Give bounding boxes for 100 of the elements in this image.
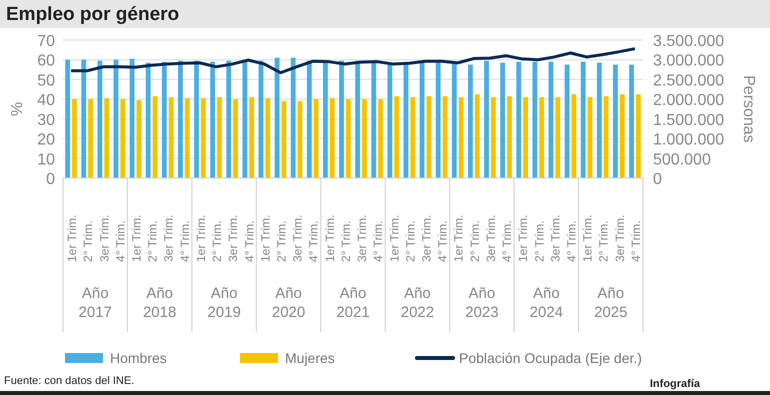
bar xyxy=(242,60,248,178)
bar xyxy=(233,99,238,178)
x-tick-label: 3er Trim. xyxy=(612,214,627,262)
bar xyxy=(596,62,602,178)
bar xyxy=(210,62,216,178)
x-tick-label: 2° Trim. xyxy=(468,220,482,262)
bar xyxy=(442,96,448,178)
x-tick-label: 2° Trim. xyxy=(146,220,160,262)
x-tick-label: 3er Trim. xyxy=(355,214,370,262)
x-tick-label: 1er Trim. xyxy=(452,214,466,262)
legend-label: Hombres xyxy=(110,350,167,366)
bar xyxy=(162,62,167,178)
bar xyxy=(290,58,296,178)
bar xyxy=(65,60,70,178)
bar xyxy=(507,96,512,178)
x-tick-label: 3er Trim. xyxy=(548,214,562,262)
bar xyxy=(604,96,609,178)
bar xyxy=(274,58,280,178)
bar xyxy=(539,97,544,178)
y-axis-title: % xyxy=(9,102,26,116)
x-tick-label: 4° Trim. xyxy=(178,220,192,262)
x-tick-label: 1er Trim. xyxy=(258,214,272,262)
bar xyxy=(168,97,174,178)
bar xyxy=(523,97,528,178)
bar xyxy=(146,62,151,178)
y-tick-label: 40 xyxy=(37,92,56,110)
bar xyxy=(346,99,351,178)
bar xyxy=(178,60,183,178)
y2-tick-label: 1.500.000 xyxy=(653,112,724,129)
bar xyxy=(420,62,424,178)
x-tick-label: 2° Trim. xyxy=(81,220,96,262)
x-tick-label: 3er Trim. xyxy=(420,214,434,262)
text: Año 2025 xyxy=(594,285,628,321)
x-tick-label: 1er Trim. xyxy=(322,214,337,262)
y2-tick-label: 1.000.000 xyxy=(653,132,724,149)
x-tick-label: 1er Trim. xyxy=(194,214,208,262)
bar xyxy=(282,101,286,178)
x-tick-label: 2° Trim. xyxy=(274,220,288,262)
y-tick-label: 10 xyxy=(37,151,56,168)
bar xyxy=(130,58,134,178)
text: Año 2017 xyxy=(78,285,112,321)
x-tick-label: 4° Trim. xyxy=(306,220,321,262)
y2-axis-title: Personas xyxy=(740,75,757,143)
bar xyxy=(184,98,190,178)
bar xyxy=(500,62,506,178)
bar xyxy=(484,60,489,178)
bar xyxy=(404,62,408,178)
y-tick-label: 70 xyxy=(37,33,56,50)
bar xyxy=(136,100,142,178)
x-tick-label: 4° Trim. xyxy=(564,220,578,262)
source-note: Fuente: con datos del INE. xyxy=(4,375,134,387)
text: Infografía xyxy=(650,378,701,390)
bar xyxy=(532,62,538,178)
x-tick-label: 1er Trim. xyxy=(516,214,530,262)
x-tick-label: 1er Trim. xyxy=(580,214,595,262)
bar xyxy=(339,60,344,178)
x-tick-label: 3er Trim. xyxy=(97,214,112,262)
bar xyxy=(452,62,457,178)
x-tick-label: 3er Trim. xyxy=(162,214,176,262)
y2-tick-label: 3.500.000 xyxy=(653,33,724,50)
chart-title: Empleo por género xyxy=(6,4,180,25)
x-tick-label: 4° Trim. xyxy=(371,220,386,262)
bar xyxy=(426,96,432,178)
text: Año 2023 xyxy=(465,285,499,321)
bar xyxy=(306,60,312,178)
y2-tick-label: 500.000 xyxy=(653,151,711,168)
text: Año 2018 xyxy=(142,285,176,321)
bar xyxy=(588,97,592,178)
x-tick-label: 4° Trim. xyxy=(500,220,514,262)
bar xyxy=(72,99,77,178)
bar xyxy=(330,98,335,178)
bar xyxy=(516,62,522,178)
x-tick-label: 1er Trim. xyxy=(387,214,402,262)
bar xyxy=(629,64,634,178)
text: Año 2021 xyxy=(336,285,370,321)
bar xyxy=(436,62,441,178)
text: Año 2024 xyxy=(530,285,564,321)
y2-tick-label: 3.000.000 xyxy=(653,52,724,70)
legend-label: Población Ocupada (Eje der.) xyxy=(459,350,642,366)
bar xyxy=(249,97,254,178)
bar xyxy=(394,96,400,178)
bar xyxy=(152,96,158,178)
y-tick-label: 20 xyxy=(37,132,56,149)
text: Año 2020 xyxy=(272,285,306,321)
bar xyxy=(378,99,383,178)
x-tick-label: 3er Trim. xyxy=(290,214,305,262)
bar xyxy=(458,97,464,178)
bar xyxy=(265,98,270,178)
x-tick-label: 2° Trim. xyxy=(596,220,611,262)
x-tick-label: 4° Trim. xyxy=(113,220,128,262)
bar xyxy=(468,64,473,178)
bar xyxy=(81,60,86,178)
bar xyxy=(298,101,302,178)
x-tick-label: 4° Trim. xyxy=(436,220,450,262)
bar xyxy=(88,99,93,178)
bar xyxy=(258,60,264,178)
bar xyxy=(217,97,222,178)
y-tick-label: 50 xyxy=(37,72,56,90)
x-tick-label: 1er Trim. xyxy=(130,214,144,262)
bar xyxy=(572,94,576,178)
